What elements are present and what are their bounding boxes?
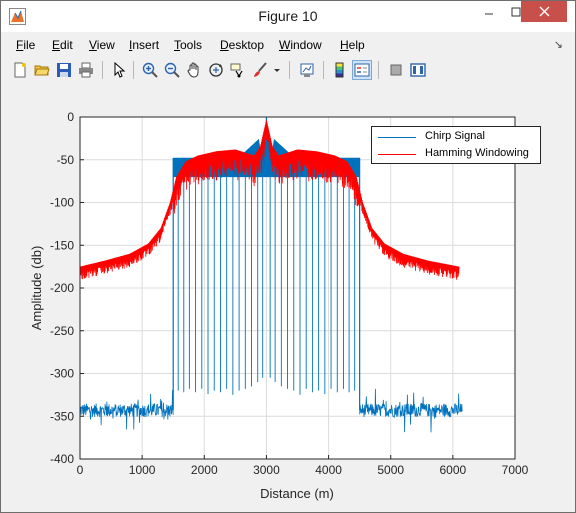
y-tick-label: -400 (50, 452, 74, 466)
menu-window[interactable]: Window (279, 38, 322, 52)
menu-edit[interactable]: Edit (52, 38, 73, 52)
legend-entry-hamming: Hamming Windowing (372, 146, 542, 162)
toolbar-separator (289, 61, 290, 79)
zoom-in-icon[interactable] (140, 60, 160, 80)
y-tick-label: -150 (50, 238, 74, 252)
matlab-figure-icon (9, 8, 26, 25)
hamming-curve (79, 120, 460, 280)
title-bar[interactable]: Figure 10 (1, 1, 575, 32)
toolbar-separator (378, 61, 379, 79)
menu-view[interactable]: View (89, 38, 115, 52)
toolbar-separator (102, 61, 103, 79)
y-tick-label: -100 (50, 196, 74, 210)
legend-swatch-hamming (378, 154, 416, 155)
figure-toolbar (1, 57, 575, 85)
dock-arrow-icon[interactable]: ↘ (553, 39, 563, 51)
legend-entry-chirp: Chirp Signal (372, 129, 542, 145)
menu-tools[interactable]: Tools (174, 38, 203, 52)
maximize-icon[interactable] (502, 1, 529, 22)
menu-desktop[interactable]: Desktop (220, 38, 265, 52)
legend-label-hamming: Hamming Windowing (425, 147, 529, 159)
brush-dropdown-icon[interactable] (272, 60, 282, 80)
save-icon[interactable] (54, 60, 74, 80)
menu-file[interactable]: File (16, 38, 36, 52)
chirp-noise-floor (79, 389, 174, 430)
minimize-icon[interactable] (475, 1, 502, 22)
window-title: Figure 10 (258, 8, 318, 24)
y-tick-label: -350 (50, 409, 74, 423)
y-tick-label: 0 (67, 110, 74, 124)
axis-ticks: 0 1000 2000 3000 4000 5000 6000 7000 0 -50 -100 -15… (50, 110, 529, 477)
legend-swatch-chirp (378, 137, 416, 138)
x-tick-label: 1000 (129, 463, 156, 477)
y-tick-label: -200 (50, 281, 74, 295)
x-tick-label: 2000 (191, 463, 218, 477)
x-tick-label: 3000 (253, 463, 280, 477)
toolbar-separator (323, 61, 324, 79)
y-tick-label: -250 (50, 324, 74, 338)
legend-icon[interactable] (352, 60, 372, 80)
menu-help[interactable]: Help (340, 38, 365, 52)
show-plot-tools-icon[interactable] (408, 60, 428, 80)
x-tick-label: 4000 (315, 463, 342, 477)
x-tick-label: 5000 (377, 463, 404, 477)
hamming-windowing-series (79, 120, 460, 280)
edit-plot-arrow-icon[interactable] (109, 60, 129, 80)
print-icon[interactable] (76, 60, 96, 80)
colorbar-icon[interactable] (330, 60, 350, 80)
rotate-3d-icon[interactable] (206, 60, 226, 80)
brush-icon[interactable] (250, 60, 270, 80)
y-tick-label: -300 (50, 367, 74, 381)
pan-hand-icon[interactable] (184, 60, 204, 80)
data-cursor-icon[interactable] (228, 60, 248, 80)
chirp-noise-floor (359, 388, 463, 433)
open-file-icon[interactable] (32, 60, 52, 80)
link-plot-icon[interactable] (297, 60, 317, 80)
new-figure-icon[interactable] (10, 60, 30, 80)
hide-plot-tools-icon[interactable] (386, 60, 406, 80)
menu-bar: File Edit View Insert Tools Desktop Wind… (1, 34, 575, 56)
legend-label-chirp: Chirp Signal (425, 130, 485, 142)
toolbar-separator (133, 61, 134, 79)
x-tick-label: 6000 (440, 463, 467, 477)
legend[interactable]: Chirp Signal Hamming Windowing (371, 126, 541, 164)
zoom-out-icon[interactable] (162, 60, 182, 80)
y-tick-label: -50 (57, 153, 75, 167)
x-axis-label: Distance (m) (260, 486, 334, 501)
close-icon[interactable] (521, 1, 567, 22)
menu-insert[interactable]: Insert (129, 38, 160, 52)
y-axis-label: Amplitude (db) (29, 246, 44, 331)
x-tick-label: 7000 (502, 463, 529, 477)
x-tick-label: 0 (77, 463, 84, 477)
